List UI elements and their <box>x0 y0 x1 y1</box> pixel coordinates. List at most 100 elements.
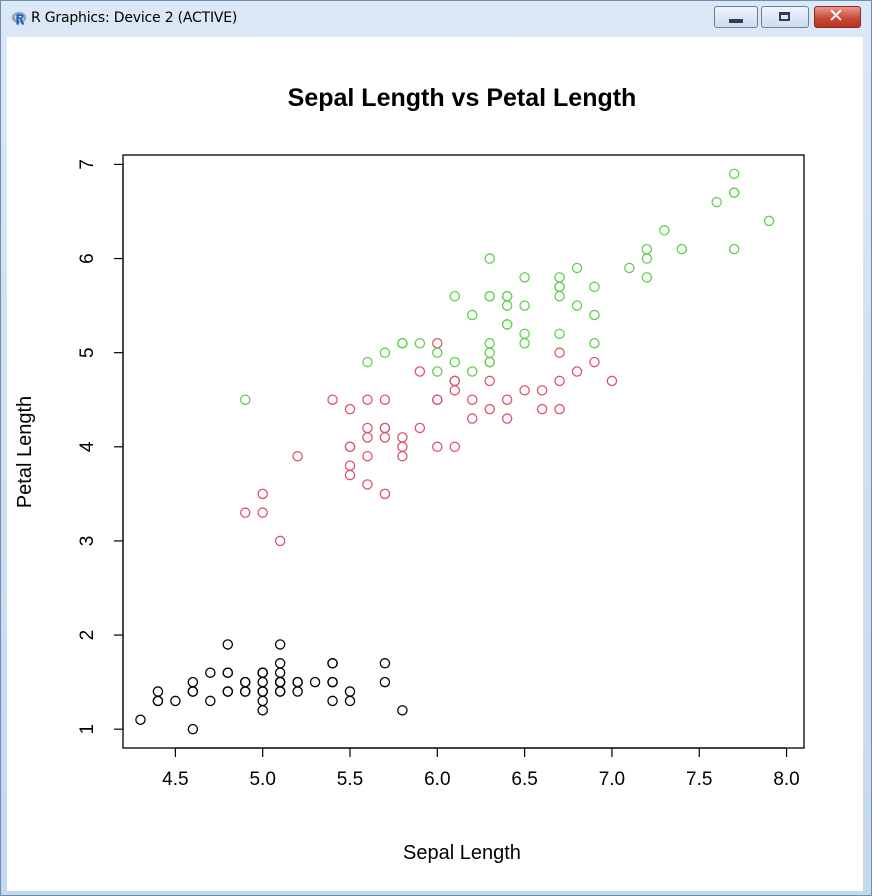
data-point-series-1 <box>205 667 216 678</box>
data-point-series-1 <box>222 686 234 697</box>
data-point-series-2 <box>397 432 408 443</box>
data-point-series-1 <box>239 676 251 688</box>
data-point-series-3 <box>466 309 478 321</box>
data-point-series-3 <box>484 290 495 302</box>
data-point-series-1 <box>327 676 338 688</box>
x-tick-label: 5.5 <box>337 769 363 790</box>
data-point-series-1 <box>274 639 286 650</box>
data-point-series-3 <box>432 366 443 377</box>
data-point-series-3 <box>571 300 583 311</box>
data-point-series-3 <box>554 290 565 302</box>
data-point-series-2 <box>344 441 356 453</box>
data-point-series-2 <box>397 441 408 453</box>
data-point-series-1 <box>327 695 338 707</box>
data-point-series-2 <box>379 488 391 500</box>
data-point-series-2 <box>379 432 391 443</box>
data-point-series-3 <box>554 328 565 340</box>
chart-title: Sepal Length vs Petal Length <box>288 84 637 112</box>
data-point-series-2 <box>432 441 443 453</box>
data-point-series-3 <box>501 300 513 311</box>
r-logo-icon <box>11 11 27 25</box>
data-point-series-1 <box>222 639 234 650</box>
data-point-series-3 <box>659 225 670 236</box>
data-point-series-2 <box>414 422 426 434</box>
data-point-series-2 <box>327 394 338 405</box>
x-tick-label: 6.0 <box>424 769 450 790</box>
x-tick-label: 5.0 <box>249 769 275 790</box>
data-point-series-1 <box>344 695 356 707</box>
data-point-series-2 <box>554 375 565 387</box>
title-bar[interactable]: R Graphics: Device 2 (ACTIVE) ✕ <box>1 1 871 37</box>
data-point-series-1 <box>274 667 286 678</box>
data-point-series-3 <box>484 347 495 358</box>
data-point-series-3 <box>554 281 565 293</box>
window-title: R Graphics: Device 2 (ACTIVE) <box>31 10 238 26</box>
close-button[interactable]: ✕ <box>814 5 861 28</box>
data-point-series-2 <box>414 366 426 377</box>
data-point-series-2 <box>449 441 461 453</box>
data-point-series-1 <box>257 667 268 678</box>
x-axis: 4.5 5.0 5.5 6.0 6.5 7.0 7.5 8.0 <box>162 747 800 790</box>
data-point-series-3 <box>239 394 251 405</box>
data-point-series-3 <box>484 338 495 349</box>
data-point-series-1 <box>327 658 338 669</box>
data-point-series-1 <box>397 705 408 716</box>
data-point-series-1 <box>292 686 303 697</box>
data-point-series-3 <box>641 243 653 255</box>
data-points <box>135 168 775 735</box>
data-point-series-2 <box>397 450 408 462</box>
data-point-series-3 <box>449 290 461 302</box>
data-point-series-1 <box>379 658 391 669</box>
data-point-series-2 <box>344 469 356 481</box>
data-point-series-1 <box>170 695 181 707</box>
data-point-series-3 <box>728 168 740 180</box>
y-tick-label: 4 <box>77 441 98 452</box>
data-point-series-3 <box>571 262 583 274</box>
data-point-series-3 <box>484 253 495 264</box>
data-point-series-3 <box>641 272 653 283</box>
data-point-series-3 <box>414 338 426 349</box>
data-point-series-2 <box>379 422 391 434</box>
data-point-series-1 <box>344 686 356 697</box>
data-point-series-2 <box>571 366 583 377</box>
y-tick-label: 1 <box>77 724 98 735</box>
data-point-series-3 <box>711 196 722 208</box>
data-point-series-1 <box>152 695 164 707</box>
x-tick-label: 7.0 <box>599 769 625 790</box>
data-point-series-3 <box>501 290 513 302</box>
data-point-series-1 <box>257 705 268 716</box>
data-point-series-1 <box>257 686 268 697</box>
x-tick-label: 8.0 <box>773 769 799 790</box>
data-point-series-2 <box>449 375 461 387</box>
maximize-icon <box>779 12 790 21</box>
data-point-series-3 <box>641 253 653 264</box>
minimize-button[interactable] <box>714 6 758 28</box>
data-point-series-3 <box>519 338 530 349</box>
data-point-series-2 <box>274 535 286 547</box>
data-point-series-1 <box>274 686 286 697</box>
data-point-series-3 <box>728 187 740 198</box>
data-point-series-1 <box>274 676 286 688</box>
data-point-series-2 <box>432 338 443 349</box>
x-tick-label: 7.5 <box>686 769 712 790</box>
data-point-series-2 <box>344 403 356 415</box>
data-point-series-1 <box>274 658 286 669</box>
data-point-series-2 <box>589 356 600 368</box>
data-point-series-3 <box>519 300 530 311</box>
y-tick-label: 2 <box>77 630 98 641</box>
data-point-series-2 <box>519 385 530 396</box>
data-point-series-2 <box>239 507 251 518</box>
data-point-series-2 <box>554 347 565 358</box>
data-point-series-3 <box>466 366 478 377</box>
y-tick-label: 6 <box>77 253 98 264</box>
data-point-series-1 <box>152 686 164 697</box>
data-point-series-2 <box>536 403 548 415</box>
data-point-series-2 <box>449 385 461 396</box>
data-point-series-2 <box>292 450 303 462</box>
y-tick-label: 5 <box>77 347 98 358</box>
plot-frame <box>122 154 805 749</box>
data-point-series-2 <box>536 385 548 396</box>
maximize-button[interactable] <box>761 6 809 28</box>
data-point-series-3 <box>501 319 513 330</box>
